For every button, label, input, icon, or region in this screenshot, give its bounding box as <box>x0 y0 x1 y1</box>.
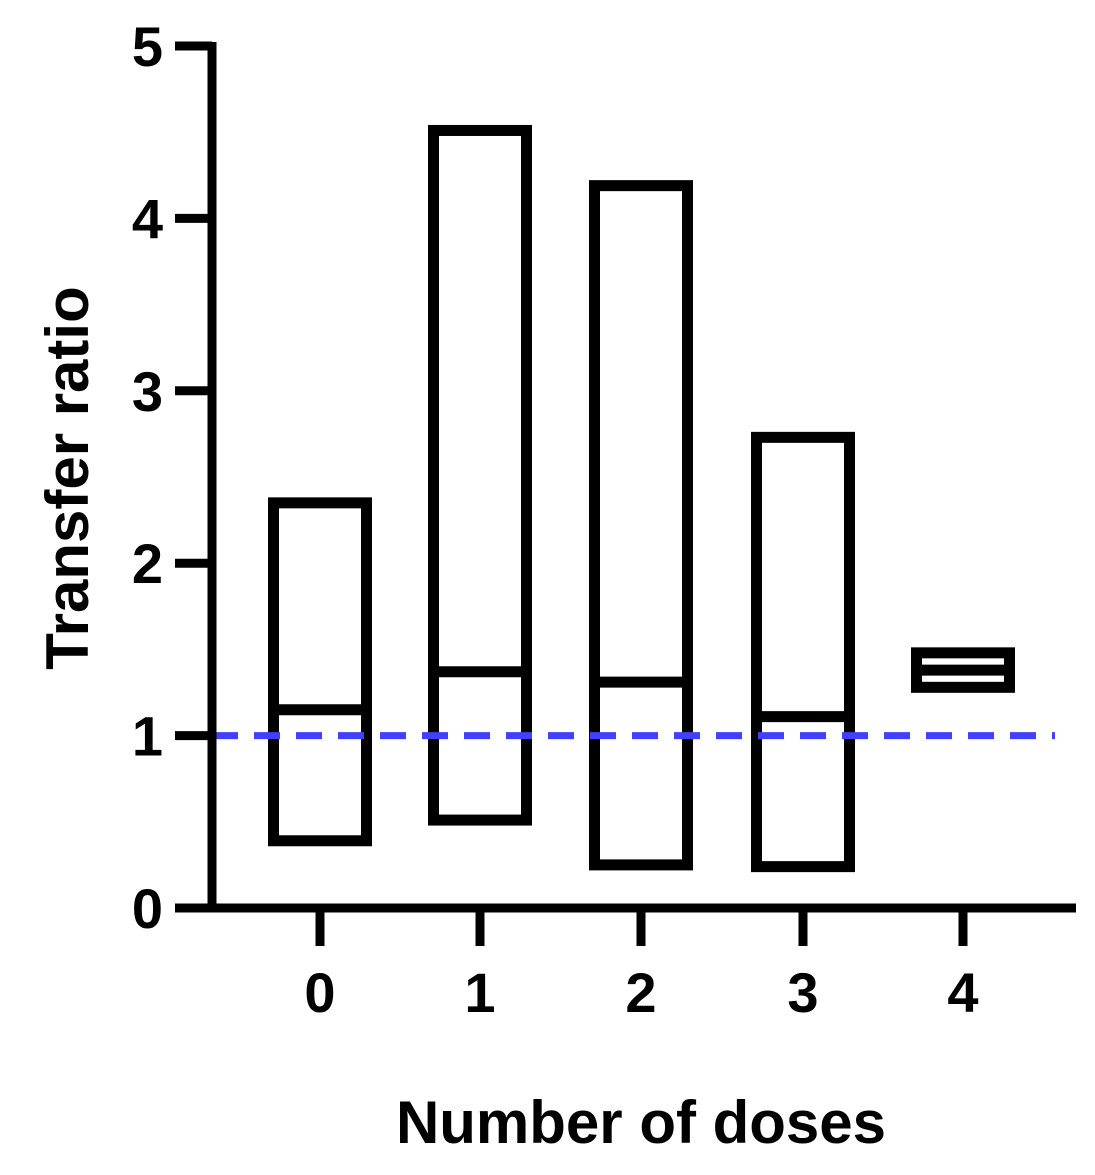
x-tick-label-2: 2 <box>625 961 656 1024</box>
y-tick-label-1: 1 <box>132 705 163 768</box>
bar-2 <box>589 180 693 871</box>
bar-0 <box>268 497 372 847</box>
y-axis-label: Transfer ratio <box>34 286 101 669</box>
y-tick-label-2: 2 <box>132 532 163 595</box>
bar-3 <box>751 431 855 873</box>
bars-group <box>268 124 1015 873</box>
y-tick-label-4: 4 <box>132 187 163 250</box>
y-tick-label-0: 0 <box>132 877 163 940</box>
x-tick-label-0: 0 <box>304 961 335 1024</box>
y-tick-label-5: 5 <box>132 15 163 78</box>
y-tick-label-3: 3 <box>132 360 163 423</box>
axes-group: 0 1 2 3 4 0 1 2 3 4 5 <box>132 15 1076 1024</box>
x-tick-label-4: 4 <box>947 961 978 1024</box>
x-tick-label-1: 1 <box>464 961 495 1024</box>
x-tick-label-3: 3 <box>787 961 818 1024</box>
x-axis-label: Number of doses <box>396 1089 886 1156</box>
bar-1 <box>428 124 532 826</box>
